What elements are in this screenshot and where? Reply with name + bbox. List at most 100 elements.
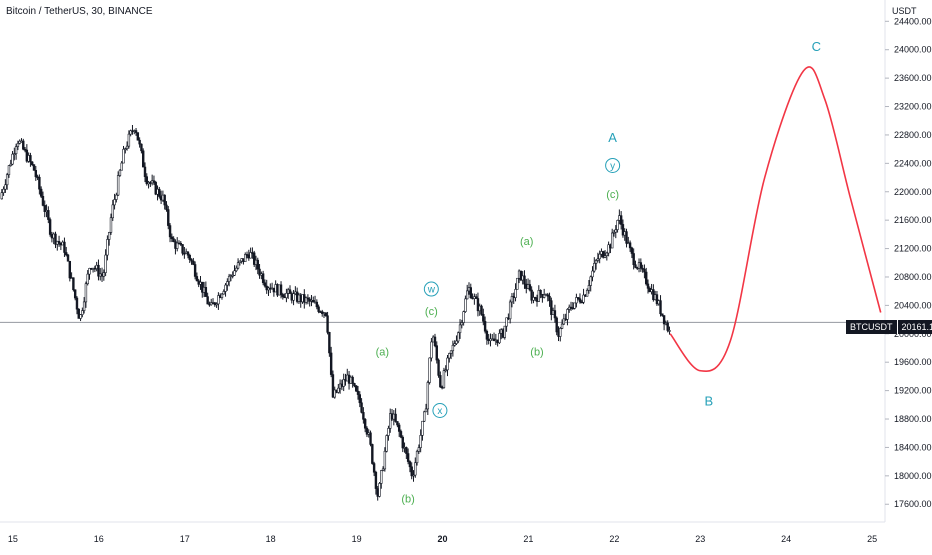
y-tick-label: 21600.00 (894, 215, 932, 225)
candle-body (635, 265, 637, 268)
candle-body (504, 326, 506, 337)
candle-body (556, 318, 558, 332)
candle-body (228, 276, 230, 281)
candle-body (121, 163, 123, 170)
candle-body (293, 294, 295, 301)
wave-label: (a) (376, 347, 389, 359)
candle-body (105, 255, 107, 273)
y-tick-label: 23200.00 (894, 102, 932, 112)
candle-body (599, 254, 601, 259)
candle-body (615, 230, 617, 233)
candle-body (83, 302, 85, 311)
candle-body (407, 454, 409, 462)
candle-body (626, 232, 628, 244)
candle-body (388, 428, 390, 435)
candle-body (588, 285, 590, 290)
x-tick-label: 23 (695, 534, 705, 544)
candle-body (38, 177, 40, 189)
candle-body (144, 167, 146, 177)
x-tick-label: 16 (94, 534, 104, 544)
candle-body (81, 311, 83, 315)
y-tick-label: 18400.00 (894, 442, 932, 452)
y-tick-label: 18000.00 (894, 471, 932, 481)
candle-body (443, 371, 445, 388)
candle-body (640, 263, 642, 269)
candle-body (486, 331, 488, 339)
candle-body (425, 409, 427, 412)
candle-body (194, 264, 196, 276)
candle-body (416, 451, 418, 462)
y-tick-label: 19600.00 (894, 357, 932, 367)
y-tick-label: 18800.00 (894, 414, 932, 424)
y-tick-label: 23600.00 (894, 73, 932, 83)
y-tick-label: 21200.00 (894, 244, 932, 254)
wave-label: A (608, 130, 617, 145)
candle-body (423, 412, 425, 421)
candle-body (359, 395, 361, 403)
last-price-badge: BTCUSDT 20161.14 (846, 320, 932, 334)
candle-body (606, 253, 608, 256)
candle-body (182, 244, 184, 253)
candle-body (439, 375, 441, 387)
candle-body (289, 290, 291, 294)
candle-body (33, 165, 35, 171)
candle-body (414, 463, 416, 475)
candle-body (196, 276, 198, 280)
candle-body (633, 253, 635, 264)
candle-body (64, 242, 66, 252)
candle-body (418, 448, 420, 452)
candle-body (398, 425, 400, 431)
candle-body (459, 325, 461, 333)
candle-body (431, 342, 433, 358)
candle-body (516, 278, 518, 289)
candle-body (457, 333, 459, 341)
candle-body (166, 205, 168, 210)
candle-body (354, 383, 356, 385)
candle-body (141, 144, 143, 151)
candle-body (509, 302, 511, 319)
candle-body (47, 210, 49, 219)
x-tick-label: 19 (352, 534, 362, 544)
price-badge-symbol: BTCUSDT (846, 320, 897, 334)
candle-body (447, 358, 449, 370)
candle-body (561, 324, 563, 328)
candle-body (644, 269, 646, 272)
candle-body (549, 296, 551, 300)
candle-body (189, 255, 191, 259)
candle-body (49, 220, 51, 235)
candle-body (595, 260, 597, 263)
plot-area[interactable] (0, 67, 885, 501)
candle-body (22, 141, 24, 149)
candle-body (123, 149, 125, 163)
candle-body (280, 285, 282, 295)
candle-body (422, 421, 424, 435)
candle-body (470, 288, 472, 298)
candle-body (631, 248, 633, 254)
candle-body (173, 239, 175, 242)
y-tick-label: 17600.00 (894, 499, 932, 509)
x-tick-label: 15 (8, 534, 18, 544)
price-badge-value: 20161.14 (897, 320, 932, 334)
candle-body (167, 210, 169, 226)
candle-body (3, 189, 5, 192)
candle-body (559, 328, 561, 336)
candle-body (375, 472, 377, 488)
candle-body (667, 323, 669, 331)
candle-body (316, 302, 318, 307)
candle-body (466, 291, 468, 299)
candle-body (481, 306, 483, 314)
wave-label: w (427, 285, 436, 296)
candle-body (386, 436, 388, 452)
candle-body (400, 431, 402, 437)
candle-body (352, 377, 354, 383)
candle-body (620, 216, 622, 225)
wave-label: (c) (606, 189, 619, 201)
candle-body (158, 189, 160, 196)
candle-body (371, 444, 373, 463)
candle-body (15, 147, 17, 154)
candle-body (187, 252, 189, 255)
candle-body (434, 337, 436, 346)
